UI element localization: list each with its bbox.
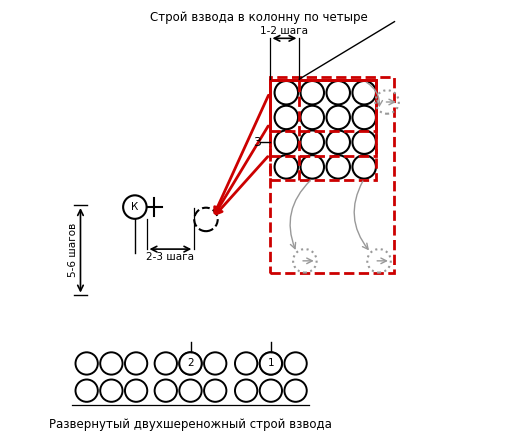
Text: Развернутый двухшереножный строй взвода: Развернутый двухшереножный строй взвода (49, 418, 332, 431)
Text: К: К (131, 202, 139, 212)
Text: 2: 2 (187, 359, 194, 368)
Text: 1: 1 (268, 359, 274, 368)
Text: 5-6 шагов: 5-6 шагов (68, 223, 78, 278)
Circle shape (179, 352, 202, 375)
Text: 2-3 шага: 2-3 шага (146, 252, 194, 262)
Text: 3: 3 (253, 136, 261, 149)
Text: Строй взвода в колонну по четыре: Строй взвода в колонну по четыре (149, 11, 368, 24)
Text: 1-2 шага: 1-2 шага (261, 26, 309, 36)
Circle shape (260, 352, 282, 375)
